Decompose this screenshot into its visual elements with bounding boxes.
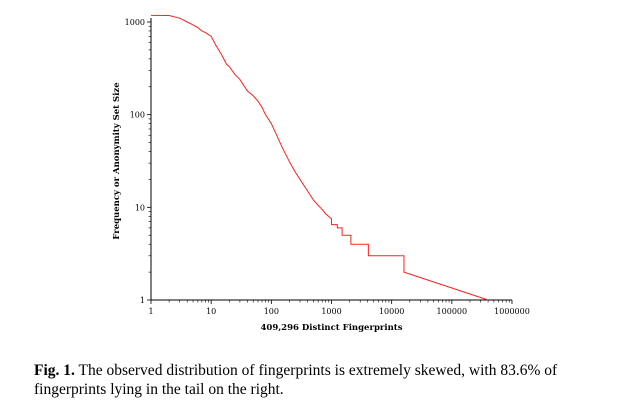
chart: 1 10 100 1000 10000 100000 1000000 1 10 100 1000 4…: [112, 14, 530, 333]
x-tick-label: 100: [264, 307, 279, 316]
ticks: [147, 21, 513, 304]
y-axis-title: Frequency or Anonymity Set Size: [112, 82, 122, 240]
axes: [150, 18, 512, 301]
fingerprint-distribution-chart: 1 10 100 1000 10000 100000 1000000 1 10 100 1000 4…: [112, 14, 530, 333]
y-tick-label: 10: [135, 203, 145, 212]
tick-labels: 1 10 100 1000 10000 100000 1000000 1 10 100 1000: [125, 18, 530, 316]
x-axis-title: 409,296 Distinct Fingerprints: [260, 323, 402, 333]
x-tick-label: 1000000: [494, 307, 530, 316]
x-tick-label: 1000: [321, 307, 341, 316]
y-tick-label: 1: [140, 296, 145, 305]
figure-caption: Fig. 1. The observed distribution of fin…: [34, 361, 604, 399]
x-tick-label: 10000: [379, 307, 404, 316]
x-tick-label: 100000: [437, 307, 468, 316]
y-tick-label: 1000: [125, 18, 145, 27]
series-line: [150, 14, 489, 301]
figure-label: Fig. 1.: [34, 362, 75, 379]
caption-text: The observed distribution of fingerprint…: [34, 362, 558, 398]
x-tick-label: 1: [148, 307, 153, 316]
x-tick-label: 10: [206, 307, 216, 316]
y-tick-label: 100: [130, 111, 145, 120]
